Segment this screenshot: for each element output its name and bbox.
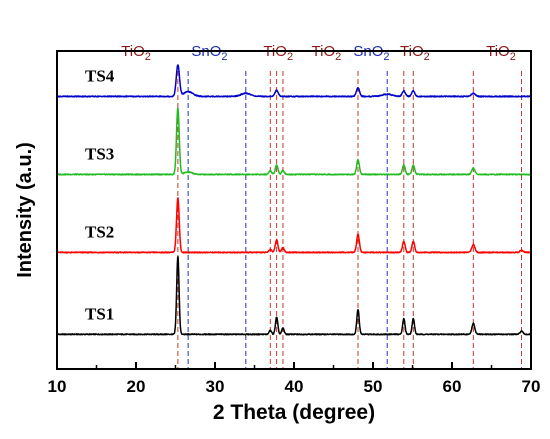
phase-label-tio2-5: TiO2: [400, 43, 430, 63]
plot-frame: [56, 50, 532, 370]
series-line-ts2: [56, 197, 532, 254]
sample-labels-layer: TS1 TS2 TS3 TS4: [85, 67, 115, 324]
x-axis-title: 2 Theta (degree): [213, 401, 375, 424]
phase-label-tio2-0: TiO2: [121, 43, 151, 63]
phase-labels-layer: TiO2 SnO2 TiO2 TiO2 SnO2 TiO2 TiO2: [121, 43, 516, 63]
x-tick-label-60: 60: [443, 377, 462, 396]
x-tick-label-70: 70: [522, 377, 541, 396]
phase-label-sno2-4: SnO2: [353, 43, 389, 63]
series-line-ts3: [56, 107, 532, 176]
series-layer: [56, 64, 532, 336]
phase-label-tio2-3: TiO2: [312, 43, 342, 63]
x-tick-label-10: 10: [48, 377, 67, 396]
phase-label-tio2-6: TiO2: [486, 43, 516, 63]
sample-label-ts1: TS1: [85, 305, 114, 324]
series-line-ts1: [56, 255, 532, 336]
x-tick-label-50: 50: [364, 377, 383, 396]
sample-label-ts3: TS3: [85, 145, 114, 164]
sample-label-ts2: TS2: [85, 223, 114, 242]
reference-lines-layer: [177, 71, 523, 369]
x-tick-label-20: 20: [127, 377, 146, 396]
phase-label-sno2-1: SnO2: [191, 43, 227, 63]
series-line-ts4: [56, 64, 532, 98]
x-axis-ticks: 10 20 30 40 50 60 70: [48, 362, 541, 396]
y-axis-title: Intensity (a.u.): [14, 142, 36, 278]
x-tick-label-30: 30: [206, 377, 225, 396]
sample-label-ts4: TS4: [85, 67, 115, 86]
phase-label-tio2-2: TiO2: [263, 43, 293, 63]
x-tick-label-40: 40: [285, 377, 304, 396]
